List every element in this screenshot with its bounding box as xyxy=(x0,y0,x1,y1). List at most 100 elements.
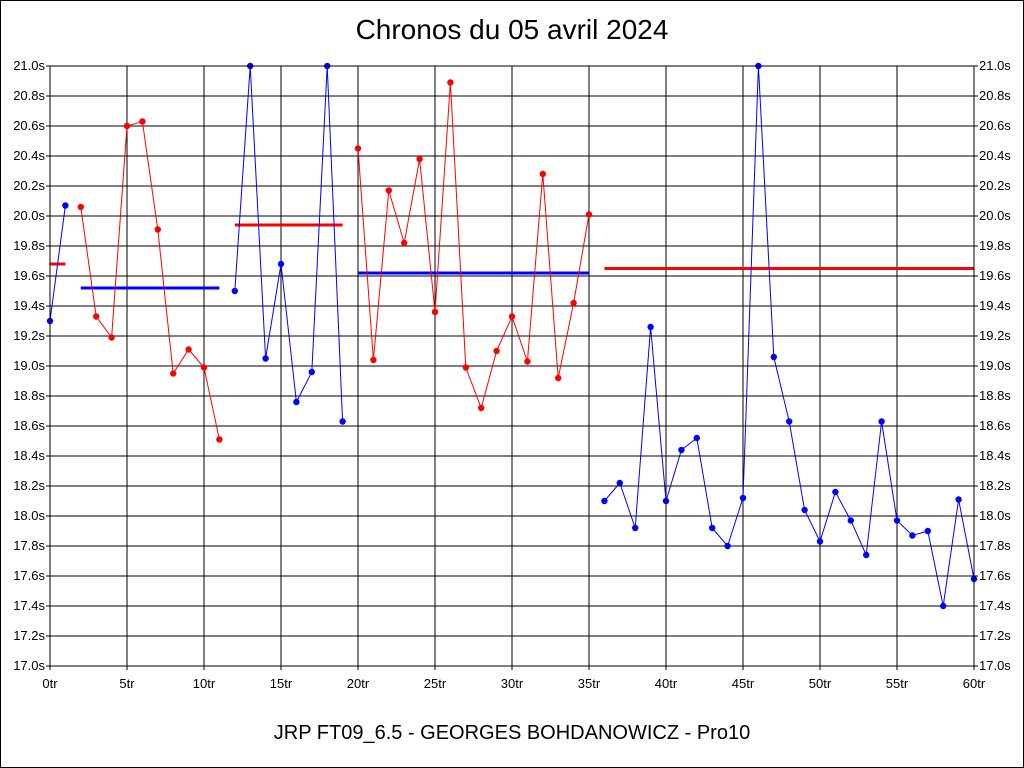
data-point xyxy=(416,155,423,163)
data-point xyxy=(709,524,716,532)
x-tick-label: 10tr xyxy=(193,676,216,691)
y-tick-label: 19.4s xyxy=(979,298,1011,313)
data-point xyxy=(555,374,562,382)
data-point xyxy=(431,308,439,316)
data-point xyxy=(693,434,700,442)
chart-footer: JRP FT09_6.5 - GEORGES BOHDANOWICZ - Pro… xyxy=(273,722,751,744)
y-tick-label: 17.4s xyxy=(13,598,45,613)
y-tick-label: 19.2s xyxy=(13,328,45,343)
x-tick-label: 30tr xyxy=(501,676,524,691)
chart-title: Chronos du 05 avril 2024 xyxy=(355,14,669,45)
y-tick-label: 18.0s xyxy=(979,508,1011,523)
y-tick-label: 21.0s xyxy=(13,58,45,73)
data-point xyxy=(462,364,469,371)
data-point xyxy=(863,551,870,559)
data-point xyxy=(231,287,238,295)
data-point xyxy=(508,313,516,320)
x-tick-label: 35tr xyxy=(578,676,601,691)
x-tick-label: 25tr xyxy=(424,676,447,691)
data-point xyxy=(354,145,362,152)
series-points xyxy=(46,62,978,610)
x-tick-label: 50tr xyxy=(809,676,832,691)
y-tick-label: 20.8s xyxy=(13,88,45,103)
data-point xyxy=(524,358,531,365)
data-point xyxy=(478,404,485,412)
y-tick-label: 20.2s xyxy=(13,178,45,193)
x-axis-labels: 0tr 5tr 10tr 15tr 20tr 25tr 30tr 35tr 40tr 45tr 50… xyxy=(42,676,985,691)
data-point xyxy=(940,602,947,610)
data-point xyxy=(878,418,885,425)
data-point xyxy=(770,353,777,361)
data-point xyxy=(570,299,577,307)
y-tick-label: 20.8s xyxy=(979,88,1011,103)
y-tick-label: 18.4s xyxy=(13,448,45,463)
y-tick-label: 20.4s xyxy=(13,148,45,163)
data-point xyxy=(385,187,392,194)
x-tick-label: 45tr xyxy=(732,676,755,691)
data-point xyxy=(924,527,931,535)
data-point xyxy=(632,524,639,532)
data-point xyxy=(216,436,223,443)
data-point xyxy=(123,122,131,130)
series-line xyxy=(234,65,344,422)
data-point xyxy=(62,202,69,209)
data-point xyxy=(293,398,300,406)
y-axis-left-labels: 17.0s 17.2s 17.4s 17.6s 17.8s 18.0s 18.2s 18.4s… xyxy=(13,58,45,673)
y-tick-label: 20.4s xyxy=(979,148,1011,163)
series-line xyxy=(80,120,220,440)
y-tick-label: 17.2s xyxy=(13,628,45,643)
data-point xyxy=(185,346,192,353)
data-point xyxy=(170,370,177,377)
y-tick-label: 19.0s xyxy=(979,358,1011,373)
x-tick-label: 15tr xyxy=(270,676,293,691)
y-tick-label: 19.4s xyxy=(13,298,45,313)
x-tick-label: 55tr xyxy=(886,676,909,691)
y-tick-label: 18.2s xyxy=(13,478,45,493)
data-point xyxy=(955,496,962,503)
data-point xyxy=(108,334,115,341)
y-tick-label: 19.2s xyxy=(979,328,1011,343)
y-tick-label: 17.6s xyxy=(13,568,45,583)
data-point xyxy=(786,418,793,425)
y-tick-label: 17.2s xyxy=(979,628,1011,643)
y-tick-label: 20.6s xyxy=(13,118,45,133)
data-point xyxy=(585,211,593,218)
series-line xyxy=(357,82,590,410)
y-tick-label: 19.6s xyxy=(13,268,45,283)
y-tick-label: 18.2s xyxy=(979,478,1011,493)
y-tick-label: 19.6s xyxy=(979,268,1011,283)
y-tick-label: 17.6s xyxy=(979,568,1011,583)
data-point xyxy=(816,538,824,545)
data-point xyxy=(724,542,731,550)
y-tick-label: 20.0s xyxy=(979,208,1011,223)
y-tick-label: 17.8s xyxy=(979,538,1011,553)
y-tick-label: 19.8s xyxy=(979,238,1011,253)
y-tick-label: 18.6s xyxy=(979,418,1011,433)
data-point xyxy=(139,118,146,125)
data-point xyxy=(77,203,85,211)
series-line xyxy=(49,205,66,322)
y-tick-label: 17.4s xyxy=(979,598,1011,613)
data-point xyxy=(401,239,408,247)
data-point xyxy=(339,418,346,425)
data-point xyxy=(493,347,500,355)
data-point xyxy=(647,323,654,331)
y-tick-label: 21.0s xyxy=(979,58,1011,73)
data-point xyxy=(601,497,608,505)
y-tick-label: 20.2s xyxy=(979,178,1011,193)
y-tick-label: 17.0s xyxy=(979,658,1011,673)
data-point xyxy=(308,368,315,376)
y-tick-label: 19.0s xyxy=(13,358,45,373)
data-point xyxy=(616,479,623,487)
x-tick-label: 40tr xyxy=(655,676,678,691)
y-tick-label: 18.0s xyxy=(13,508,45,523)
data-point xyxy=(262,355,269,362)
data-point xyxy=(662,497,670,505)
data-point xyxy=(447,79,454,86)
data-point xyxy=(909,532,916,539)
y-tick-label: 20.6s xyxy=(979,118,1011,133)
x-tick-label: 60tr xyxy=(963,676,986,691)
data-point xyxy=(678,446,685,454)
y-tick-label: 17.0s xyxy=(13,658,45,673)
x-tick-label: 5tr xyxy=(119,676,135,691)
